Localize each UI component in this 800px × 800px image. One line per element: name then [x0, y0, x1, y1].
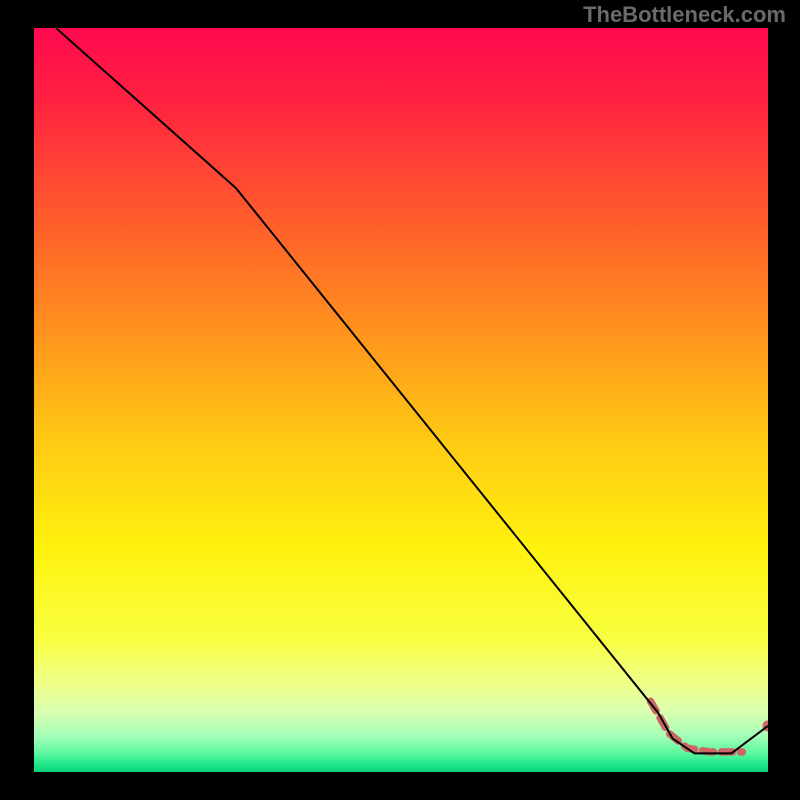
- main-curve: [56, 28, 768, 753]
- chart-container: TheBottleneck.com: [0, 0, 800, 800]
- line-overlay: [34, 28, 768, 772]
- watermark-text: TheBottleneck.com: [583, 2, 786, 28]
- dashed-highlight: [651, 701, 743, 752]
- plot-area: [34, 28, 768, 772]
